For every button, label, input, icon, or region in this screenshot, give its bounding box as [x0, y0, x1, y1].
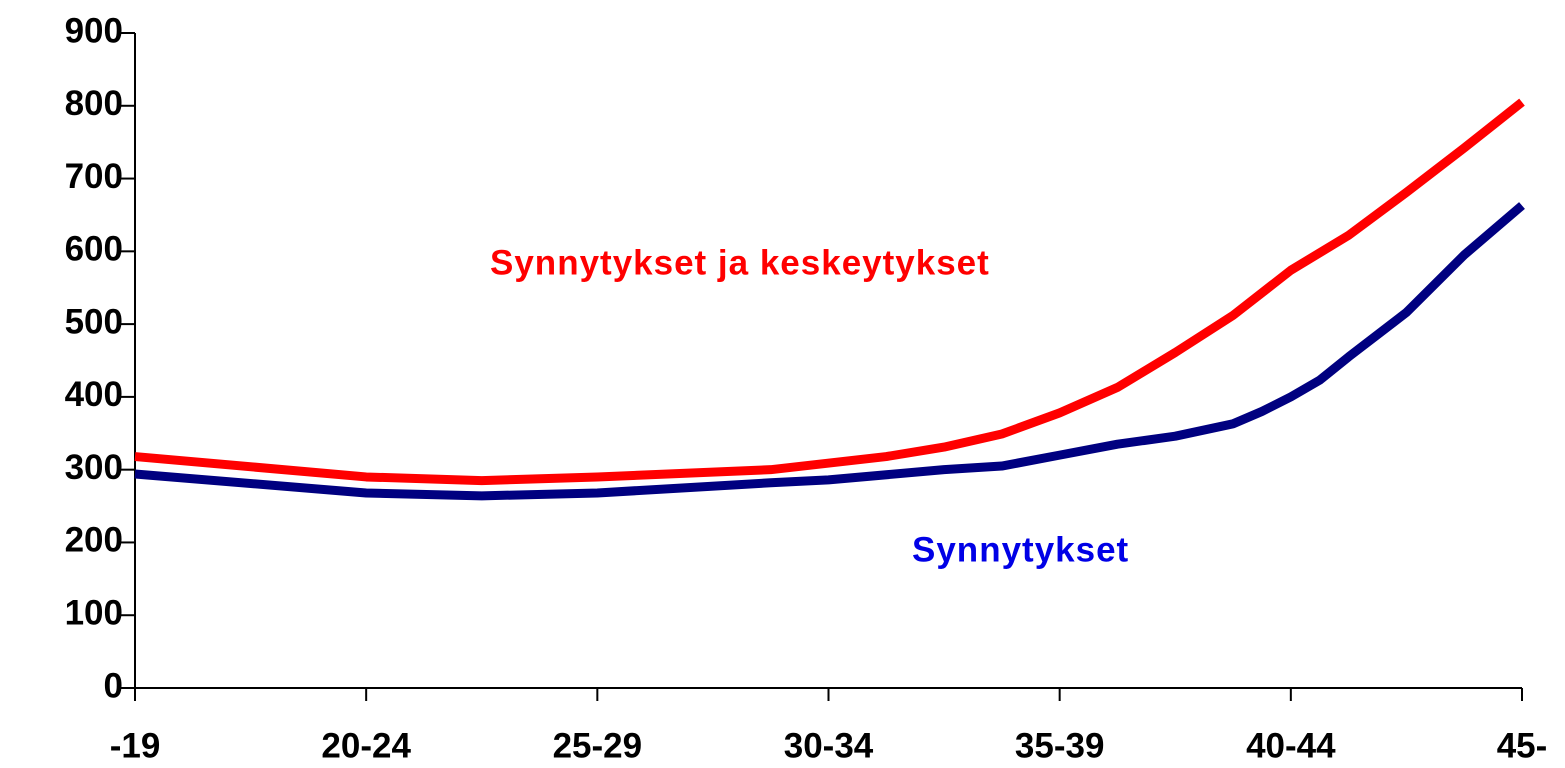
series-label: Synnytykset ja keskeytykset	[490, 243, 990, 282]
x-tick-label: 20-24	[321, 726, 411, 765]
x-tick-label: -19	[110, 726, 161, 765]
x-tick-label: 30-34	[784, 726, 874, 765]
y-tick-label: 200	[65, 521, 123, 560]
y-tick-label: 600	[65, 230, 123, 269]
y-tick-label: 100	[65, 593, 123, 632]
x-tick-label: 45-	[1497, 726, 1548, 765]
x-tick-label: 25-29	[553, 726, 643, 765]
series-line	[134, 202, 1525, 501]
x-tick-label: 35-39	[1015, 726, 1105, 765]
y-tick-label: 0	[104, 666, 123, 705]
y-tick-label: 700	[65, 157, 123, 196]
series-label: Synnytykset	[912, 530, 1129, 569]
y-tick-label: 400	[65, 375, 123, 414]
series-line	[134, 98, 1525, 486]
y-tick-label: 900	[65, 11, 123, 50]
y-tick-label: 300	[65, 448, 123, 487]
x-tick-label: 40-44	[1246, 726, 1336, 765]
y-tick-label: 500	[65, 302, 123, 341]
y-tick-label: 800	[65, 84, 123, 123]
